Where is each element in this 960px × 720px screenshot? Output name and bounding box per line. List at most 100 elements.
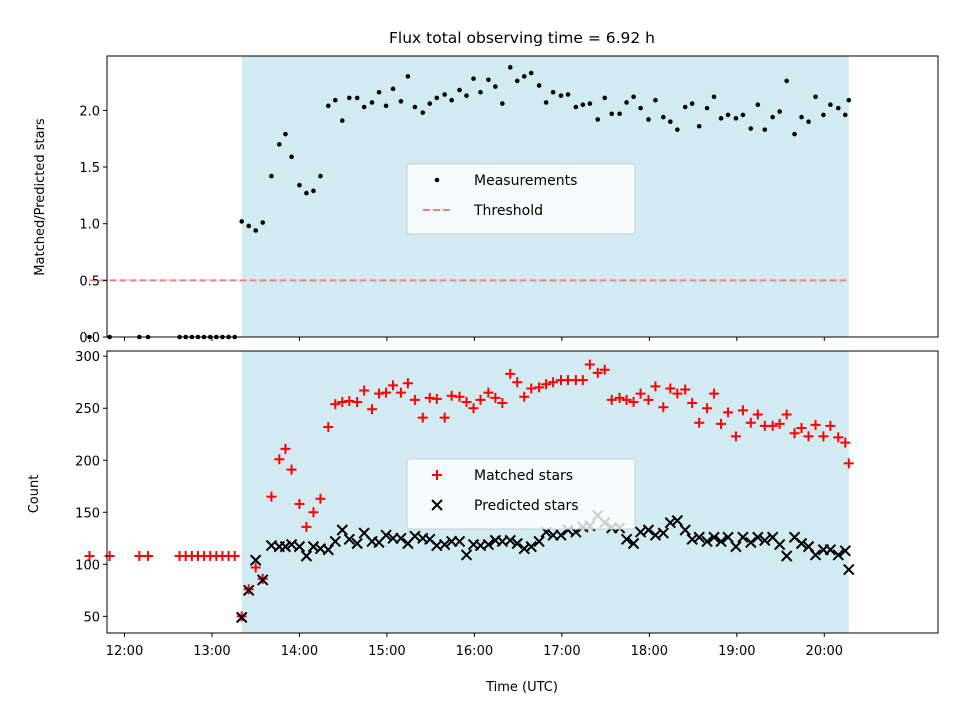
data-point	[809, 549, 822, 561]
data-point	[548, 377, 559, 388]
data-point	[369, 100, 375, 105]
x-tick-label: 14:00	[281, 644, 318, 659]
data-point	[550, 89, 556, 95]
legend-label: Measurements	[474, 173, 577, 189]
data-point	[236, 611, 248, 624]
data-point	[773, 538, 786, 551]
data-point	[143, 550, 154, 561]
data-point	[658, 402, 669, 413]
data-point	[521, 74, 527, 79]
data-point	[668, 119, 673, 125]
data-point	[843, 563, 855, 576]
data-point	[702, 403, 713, 414]
data-point	[326, 103, 331, 109]
y-tick-label: 150	[75, 506, 100, 521]
data-point	[343, 533, 356, 546]
x-tick-label: 15:00	[368, 644, 405, 659]
data-point	[315, 493, 326, 504]
data-point	[748, 126, 754, 131]
data-point	[229, 550, 240, 561]
x-tick-label: 13:00	[193, 644, 230, 659]
data-point	[595, 117, 601, 122]
y-tick-label: 1.5	[79, 161, 100, 176]
data-point	[242, 584, 255, 597]
data-point	[818, 431, 829, 442]
data-point	[839, 545, 851, 557]
data-point	[468, 403, 479, 414]
data-point	[599, 364, 610, 375]
data-point	[84, 550, 95, 561]
data-point	[740, 112, 746, 118]
data-point	[417, 412, 428, 423]
data-point	[294, 498, 305, 509]
data-point	[104, 550, 115, 561]
data-point	[461, 396, 472, 407]
x-tick-label: 19:00	[718, 644, 755, 659]
data-point	[587, 101, 593, 106]
data-point	[518, 543, 530, 555]
data-point	[701, 535, 713, 548]
data-point	[730, 431, 741, 442]
data-point	[390, 86, 396, 92]
data-point	[704, 105, 710, 111]
data-point	[374, 388, 385, 399]
data-point	[330, 399, 341, 410]
data-point	[541, 379, 552, 390]
data-point	[573, 104, 579, 110]
data-point	[457, 87, 462, 93]
data-point	[507, 65, 513, 70]
data-point	[395, 532, 407, 545]
data-point	[497, 398, 508, 409]
data-point	[336, 524, 349, 536]
data-point	[846, 97, 852, 103]
data-point	[679, 524, 691, 536]
data-point	[614, 392, 625, 403]
data-point	[672, 388, 683, 399]
data-point	[543, 100, 549, 105]
data-point	[438, 538, 451, 551]
data-point	[381, 387, 392, 398]
data-point	[526, 383, 537, 394]
data-point	[439, 412, 450, 423]
data-point	[344, 395, 355, 406]
y-tick-label: 2.0	[79, 104, 100, 119]
data-point	[840, 437, 851, 448]
data-point	[631, 94, 636, 100]
data-point	[504, 534, 516, 547]
data-point	[308, 507, 319, 518]
data-point	[796, 423, 807, 434]
plot-frame	[106, 55, 939, 338]
data-point	[617, 111, 622, 117]
data-point	[352, 396, 363, 407]
y-tick-label: 50	[83, 610, 100, 625]
legend: Matched stars Predicted stars	[406, 458, 636, 530]
data-point	[525, 540, 537, 553]
data-point	[577, 375, 588, 386]
data-point	[609, 111, 615, 117]
data-point	[821, 112, 826, 118]
data-point	[755, 102, 761, 108]
data-point	[512, 377, 523, 388]
data-point	[239, 219, 245, 224]
count-panel: 50 100 150 200 250 300 12:00 13:00 14:00 15:00 16:…	[75, 350, 939, 659]
data-point	[446, 390, 457, 401]
data-point	[307, 540, 320, 553]
plot-frame	[106, 350, 939, 634]
data-point	[718, 116, 724, 121]
data-point	[799, 114, 804, 120]
y-tick-label: 1.0	[79, 218, 100, 233]
data-point	[828, 102, 833, 108]
data-point	[675, 127, 680, 132]
data-point	[246, 223, 252, 229]
y-tick-label: 0.0	[79, 331, 100, 346]
data-point	[402, 378, 413, 389]
data-point	[490, 392, 501, 403]
x-tick-label: 18:00	[631, 644, 668, 659]
data-point	[280, 443, 291, 454]
data-point	[810, 419, 821, 430]
data-point	[682, 104, 688, 110]
data-point	[528, 70, 534, 76]
data-point	[781, 409, 792, 420]
data-point	[424, 392, 435, 403]
data-point	[329, 535, 342, 548]
